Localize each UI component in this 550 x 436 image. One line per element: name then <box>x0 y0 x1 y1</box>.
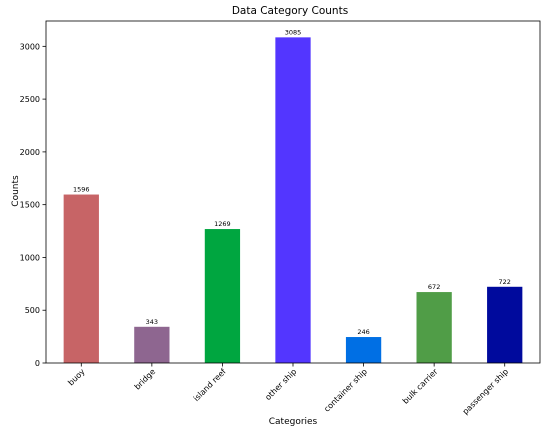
bar-value-label: 246 <box>357 328 369 336</box>
y-axis-label: Counts <box>11 175 21 207</box>
y-tick-label: 2000 <box>20 148 40 157</box>
y-tick-label: 2500 <box>20 95 40 104</box>
y-axis-ticks: 0 500 1000 1500 2000 2500 3000 <box>20 42 46 368</box>
x-axis-label: Categories <box>269 417 318 427</box>
y-tick-label: 1500 <box>20 201 40 210</box>
bar-value-label: 722 <box>499 278 511 286</box>
y-tick-label: 3000 <box>20 42 40 51</box>
y-tick-label: 0 <box>35 359 40 368</box>
bar-island-reef <box>204 229 241 363</box>
bar-value-label: 1596 <box>73 186 90 194</box>
y-tick-label: 500 <box>25 306 40 315</box>
bar-value-label: 1269 <box>214 220 231 228</box>
bar-value-label: 343 <box>146 318 158 326</box>
bars-group: 1596 343 1269 3085 246 672 722 <box>63 28 523 363</box>
plot-frame <box>45 20 541 364</box>
bar-bulk-carrier <box>416 292 452 363</box>
bar-value-label: 672 <box>428 283 440 291</box>
bar-value-label: 3085 <box>285 28 302 36</box>
bar-container-ship <box>345 337 382 363</box>
bar-buoy <box>63 194 99 363</box>
y-tick-label: 1000 <box>20 253 40 262</box>
bar-bridge <box>134 326 170 363</box>
bar-other-ship <box>275 37 311 363</box>
chart-title: Data Category Counts <box>232 5 348 17</box>
bar-passenger-ship <box>487 286 523 363</box>
